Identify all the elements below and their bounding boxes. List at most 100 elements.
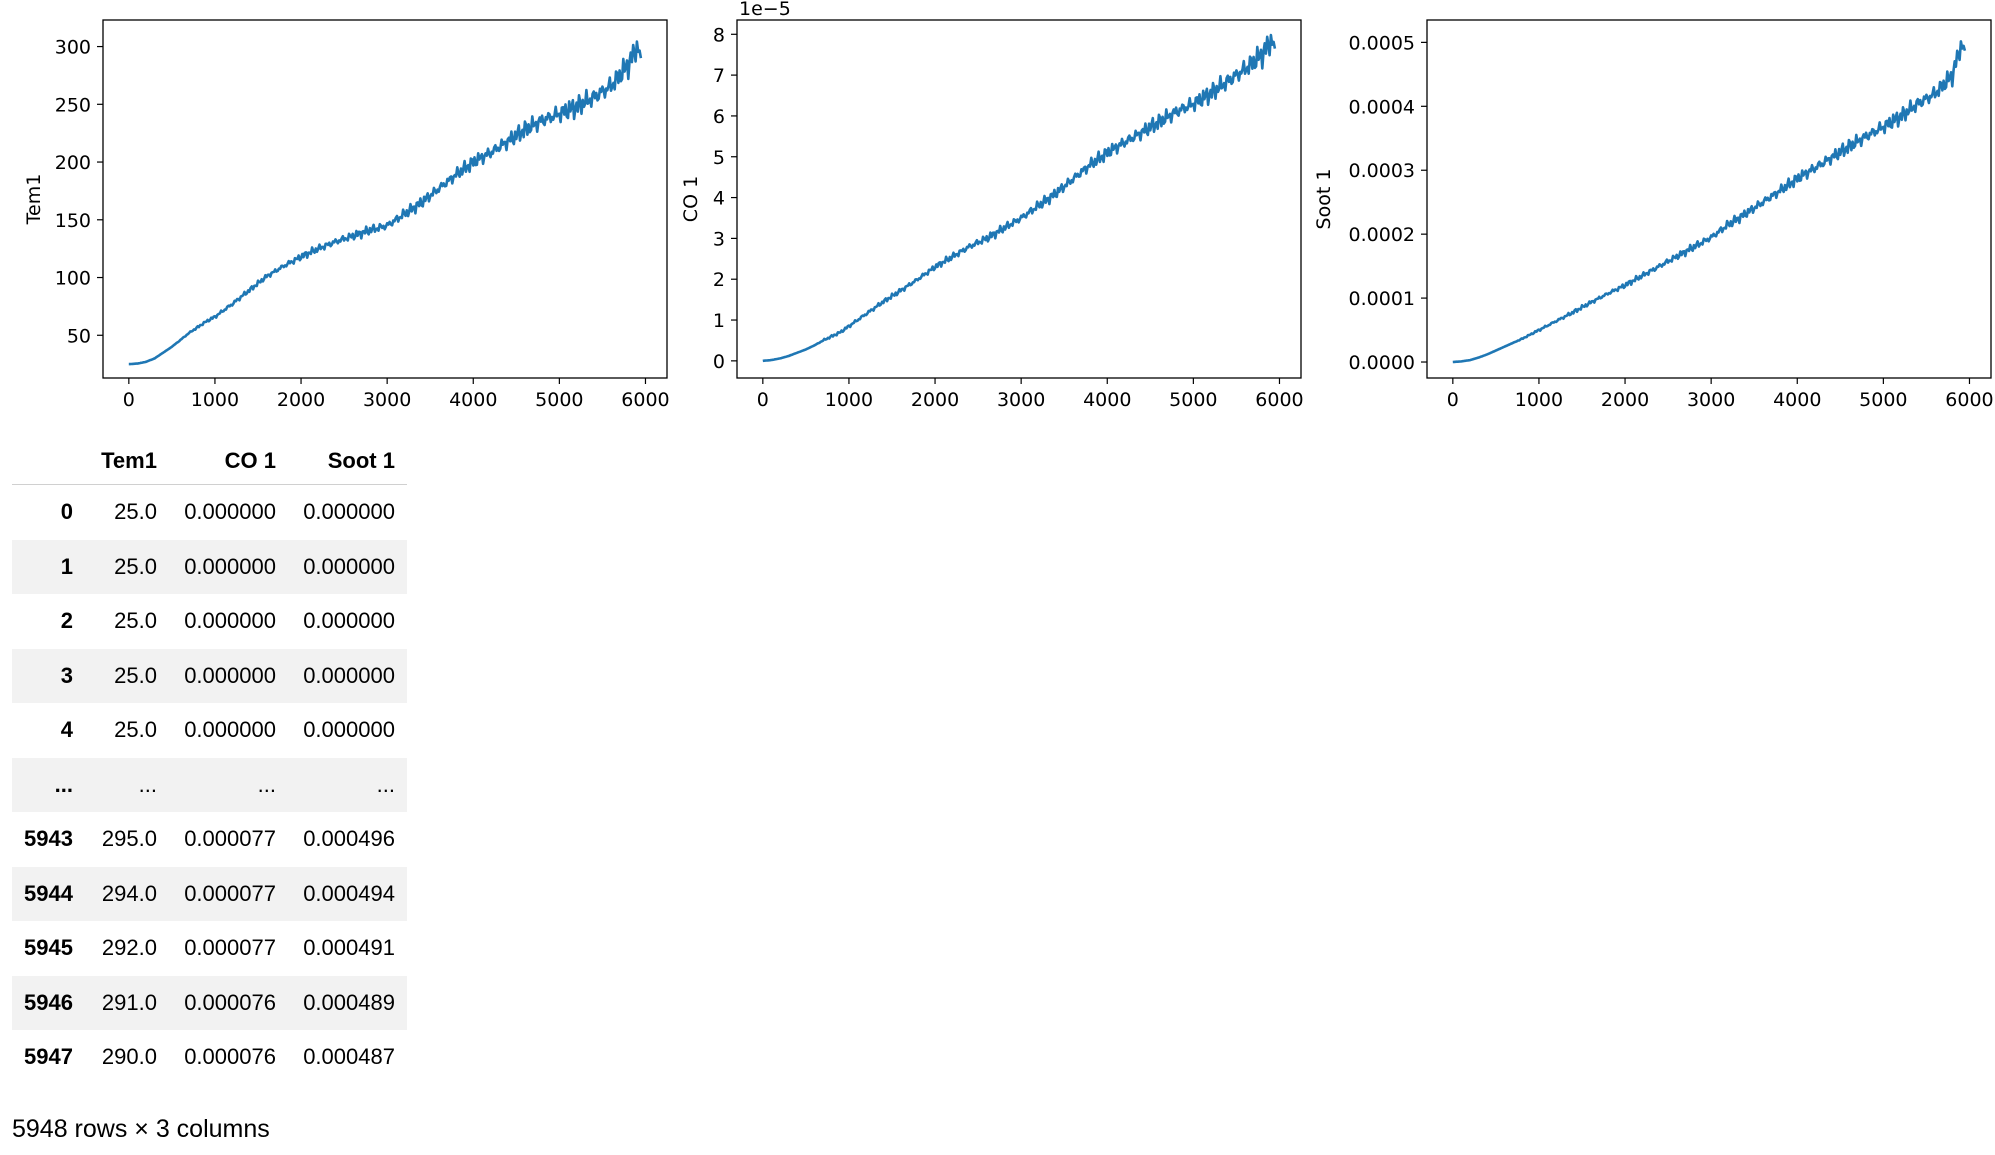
table-row: 1 25.0 0.000000 0.000000 [12,539,407,594]
cell-soot1: ... [376,771,395,797]
cell-co1: 0.000000 [184,608,276,634]
cell-co1: 0.000000 [184,662,276,688]
y-tick-label: 0 [713,351,725,373]
x-tick-label: 4000 [1773,389,1821,411]
chart-soot1: 0 1000 2000 3000 4000 5000 6000 0.0000 0.0001 0.0… [1313,19,1994,411]
plot-frame [1426,19,1992,379]
cell-tem1: 25.0 [114,553,157,579]
x-tick-label: 6000 [1945,389,1993,411]
y-tick-label: 6 [713,106,725,128]
y-tick-label: 100 [55,268,91,290]
row-index: ... [54,771,73,797]
cell-soot1: 0.000000 [303,717,395,743]
y-tick-label: 7 [713,65,725,87]
row-index: 5944 [24,880,73,906]
y-tick-label: 3 [713,228,725,250]
row-index: 5947 [24,1044,73,1070]
row-index: 5946 [24,989,73,1015]
series-line-tem1 [128,40,643,366]
table-row: 2 25.0 0.000000 0.000000 [12,594,407,649]
y-tick-label: 1 [713,310,725,332]
cell-tem1: 291.0 [101,989,157,1015]
column-header-tem1: Tem1 [84,438,169,485]
index-header [12,438,85,485]
y-tick-label: 5 [713,147,725,169]
y-tick-label: 0.0000 [1349,352,1415,374]
x-tick-label: 5000 [535,389,583,411]
cell-co1: 0.000077 [184,880,276,906]
table-header-row: Tem1 CO 1 Soot 1 [12,438,407,485]
cell-tem1: 290.0 [101,1044,157,1070]
x-tick-label: 6000 [1255,389,1303,411]
series-line-co1 [762,33,1277,363]
table-row: 5946 291.0 0.000076 0.000489 [12,975,407,1030]
cell-soot1: 0.000487 [303,1044,395,1070]
table-row: 5944 294.0 0.000077 0.000494 [12,866,407,921]
y-tick-label: 0.0005 [1349,32,1415,54]
y-axis-label: Soot 1 [1313,169,1335,230]
cell-soot1: 0.000000 [303,553,395,579]
cell-co1: 0.000000 [184,717,276,743]
cell-tem1: ... [138,771,157,797]
table-row: 5945 292.0 0.000077 0.000491 [12,921,407,976]
chart-tem1: 0 1000 2000 3000 4000 5000 6000 50 100 150 200 250 3… [23,19,670,411]
table-row: 5943 295.0 0.000077 0.000496 [12,812,407,867]
cell-soot1: 0.000494 [303,880,395,906]
series-line-soot1 [1452,40,1967,364]
x-tick-label: 2000 [911,389,959,411]
row-index: 3 [60,662,73,688]
cell-co1: 0.000000 [184,499,276,525]
y-tick-label: 300 [55,37,91,59]
y-tick-label: 0.0002 [1349,224,1415,246]
y-tick-label: 200 [55,152,91,174]
x-tick-label: 5000 [1169,389,1217,411]
x-tick-label: 1000 [1515,389,1563,411]
row-index: 1 [60,553,73,579]
y-tick-label: 50 [67,325,91,347]
x-tick-label: 1000 [825,389,873,411]
row-index: 4 [60,717,73,743]
cell-tem1: 294.0 [101,880,157,906]
x-tick-label: 4000 [1083,389,1131,411]
x-tick-label: 0 [757,389,769,411]
x-tick-label: 2000 [277,389,325,411]
x-tick-label: 5000 [1859,389,1907,411]
table-row: 3 25.0 0.000000 0.000000 [12,648,407,703]
cell-soot1: 0.000000 [303,499,395,525]
plot-frame [102,19,668,379]
y-axis-label: CO 1 [680,176,702,222]
cell-tem1: 25.0 [114,608,157,634]
row-index: 5945 [24,935,73,961]
x-tick-label: 4000 [449,389,497,411]
x-tick-label: 2000 [1601,389,1649,411]
row-index: 2 [60,608,73,634]
dataframe-table: Tem1 CO 1 Soot 1 0 25.0 0.000000 0.00000… [12,438,407,1085]
y-tick-label: 250 [55,94,91,116]
chart-panel: 0 1000 2000 3000 4000 5000 6000501001502002503… [23,0,1994,411]
x-tick-label: 3000 [363,389,411,411]
cell-tem1: 295.0 [101,826,157,852]
cell-co1: 0.000000 [184,553,276,579]
cell-soot1: 0.000000 [303,608,395,634]
y-tick-label: 0.0001 [1349,288,1415,310]
cell-co1: ... [257,771,276,797]
axis-offset-label: 1e−5 [739,0,791,20]
cell-soot1: 0.000489 [303,989,395,1015]
y-tick-label: 0.0004 [1349,96,1415,118]
y-tick-label: 150 [55,210,91,232]
cell-soot1: 0.000000 [303,662,395,688]
x-tick-label: 0 [123,389,135,411]
chart-co1: 0 1000 2000 3000 4000 5000 6000 0 1 2 3 4 5 6 7 8 CO 1 1e… [680,0,1304,411]
cell-soot1: 0.000496 [303,826,395,852]
y-tick-label: 4 [713,188,725,210]
y-tick-label: 8 [713,24,725,46]
cell-co1: 0.000076 [184,1044,276,1070]
column-header-soot1: Soot 1 [287,438,407,485]
x-tick-label: 3000 [1687,389,1735,411]
cell-soot1: 0.000491 [303,935,395,961]
y-axis-label: Tem1 [23,174,45,226]
x-tick-label: 0 [1447,389,1459,411]
cell-tem1: 292.0 [101,935,157,961]
cell-tem1: 25.0 [114,662,157,688]
cell-tem1: 25.0 [114,717,157,743]
